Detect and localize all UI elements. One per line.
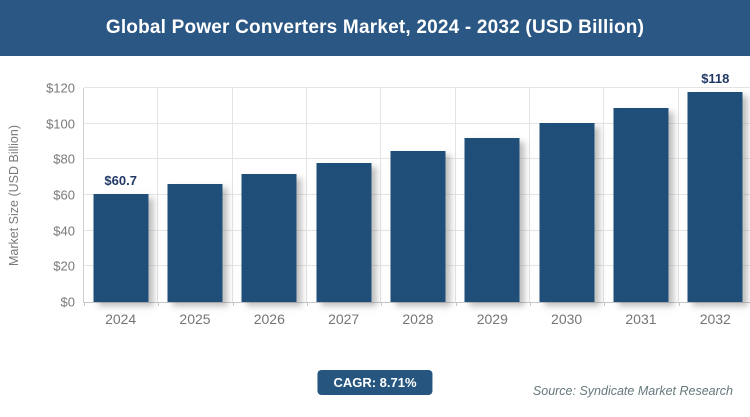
bar-column: 2025 bbox=[158, 88, 233, 327]
h-gridline bbox=[84, 122, 750, 124]
x-axis-tick bbox=[158, 302, 160, 306]
x-axis-tick bbox=[307, 302, 308, 306]
bar-column: 2029 bbox=[456, 88, 530, 327]
y-axis-title: Market Size (USD Billion) bbox=[7, 124, 21, 266]
bar-column: 2028 bbox=[381, 88, 456, 327]
y-tick-label: $20 bbox=[53, 258, 75, 274]
bar-value-label: $118 bbox=[701, 70, 730, 86]
y-tick-label: $100 bbox=[46, 116, 75, 132]
h-gridline bbox=[84, 87, 750, 88]
x-tick-label: 2024 bbox=[105, 311, 137, 327]
x-axis-tick bbox=[678, 302, 680, 306]
x-tick-label: 2032 bbox=[699, 311, 731, 327]
x-tick-label: 2031 bbox=[625, 311, 657, 327]
y-tick-label: $60 bbox=[53, 187, 75, 203]
bar-column: 2030 bbox=[530, 88, 605, 327]
title-banner: Global Power Converters Market, 2024 - 2… bbox=[0, 0, 750, 56]
bar bbox=[539, 123, 595, 302]
plot-area: $0 $20 $40 $60 $80 $100 $120 2024 $60.7 2025 2026 2… bbox=[46, 71, 750, 327]
bar-column: 2026 bbox=[233, 88, 307, 327]
source-note: Source: Syndicate Market Research bbox=[532, 384, 733, 398]
bar bbox=[390, 150, 446, 302]
bar-column: 2032 $118 bbox=[679, 71, 750, 327]
x-axis-tick bbox=[455, 302, 457, 306]
y-tick-label: $40 bbox=[53, 223, 75, 239]
x-tick-label: 2029 bbox=[476, 311, 508, 327]
x-axis-tick bbox=[530, 302, 531, 306]
bar-value-label: $60.7 bbox=[104, 172, 137, 188]
bar bbox=[613, 107, 669, 302]
x-axis-tick bbox=[232, 302, 234, 306]
bar bbox=[464, 137, 520, 302]
x-tick-label: 2026 bbox=[253, 311, 285, 327]
y-tick-label: $120 bbox=[46, 80, 75, 96]
bar bbox=[687, 91, 743, 302]
x-tick-label: 2025 bbox=[179, 311, 211, 327]
x-tick-label: 2028 bbox=[402, 311, 434, 327]
cagr-badge: CAGR: 8.71% bbox=[317, 370, 433, 395]
x-tick-label: 2027 bbox=[328, 311, 360, 327]
x-tick-label: 2030 bbox=[551, 311, 583, 327]
y-tick-label: $80 bbox=[53, 151, 75, 167]
x-axis-tick bbox=[381, 302, 383, 306]
bar bbox=[241, 174, 297, 302]
x-axis-tick bbox=[84, 302, 85, 306]
bar-column: 2027 bbox=[307, 88, 382, 327]
bar-column: 2031 bbox=[604, 88, 679, 327]
cagr-label: CAGR: 8.71% bbox=[333, 375, 417, 390]
x-axis-tick bbox=[604, 302, 606, 306]
chart-title: Global Power Converters Market, 2024 - 2… bbox=[105, 17, 645, 38]
bar-columns: 2024 $60.7 2025 2026 2027 2028 2029 2030 2031 203… bbox=[84, 71, 750, 327]
y-tick-label: $0 bbox=[60, 294, 75, 310]
bar bbox=[167, 184, 223, 302]
bar bbox=[93, 193, 149, 302]
bar bbox=[316, 162, 372, 302]
bar-column: 2024 $60.7 bbox=[84, 88, 159, 327]
